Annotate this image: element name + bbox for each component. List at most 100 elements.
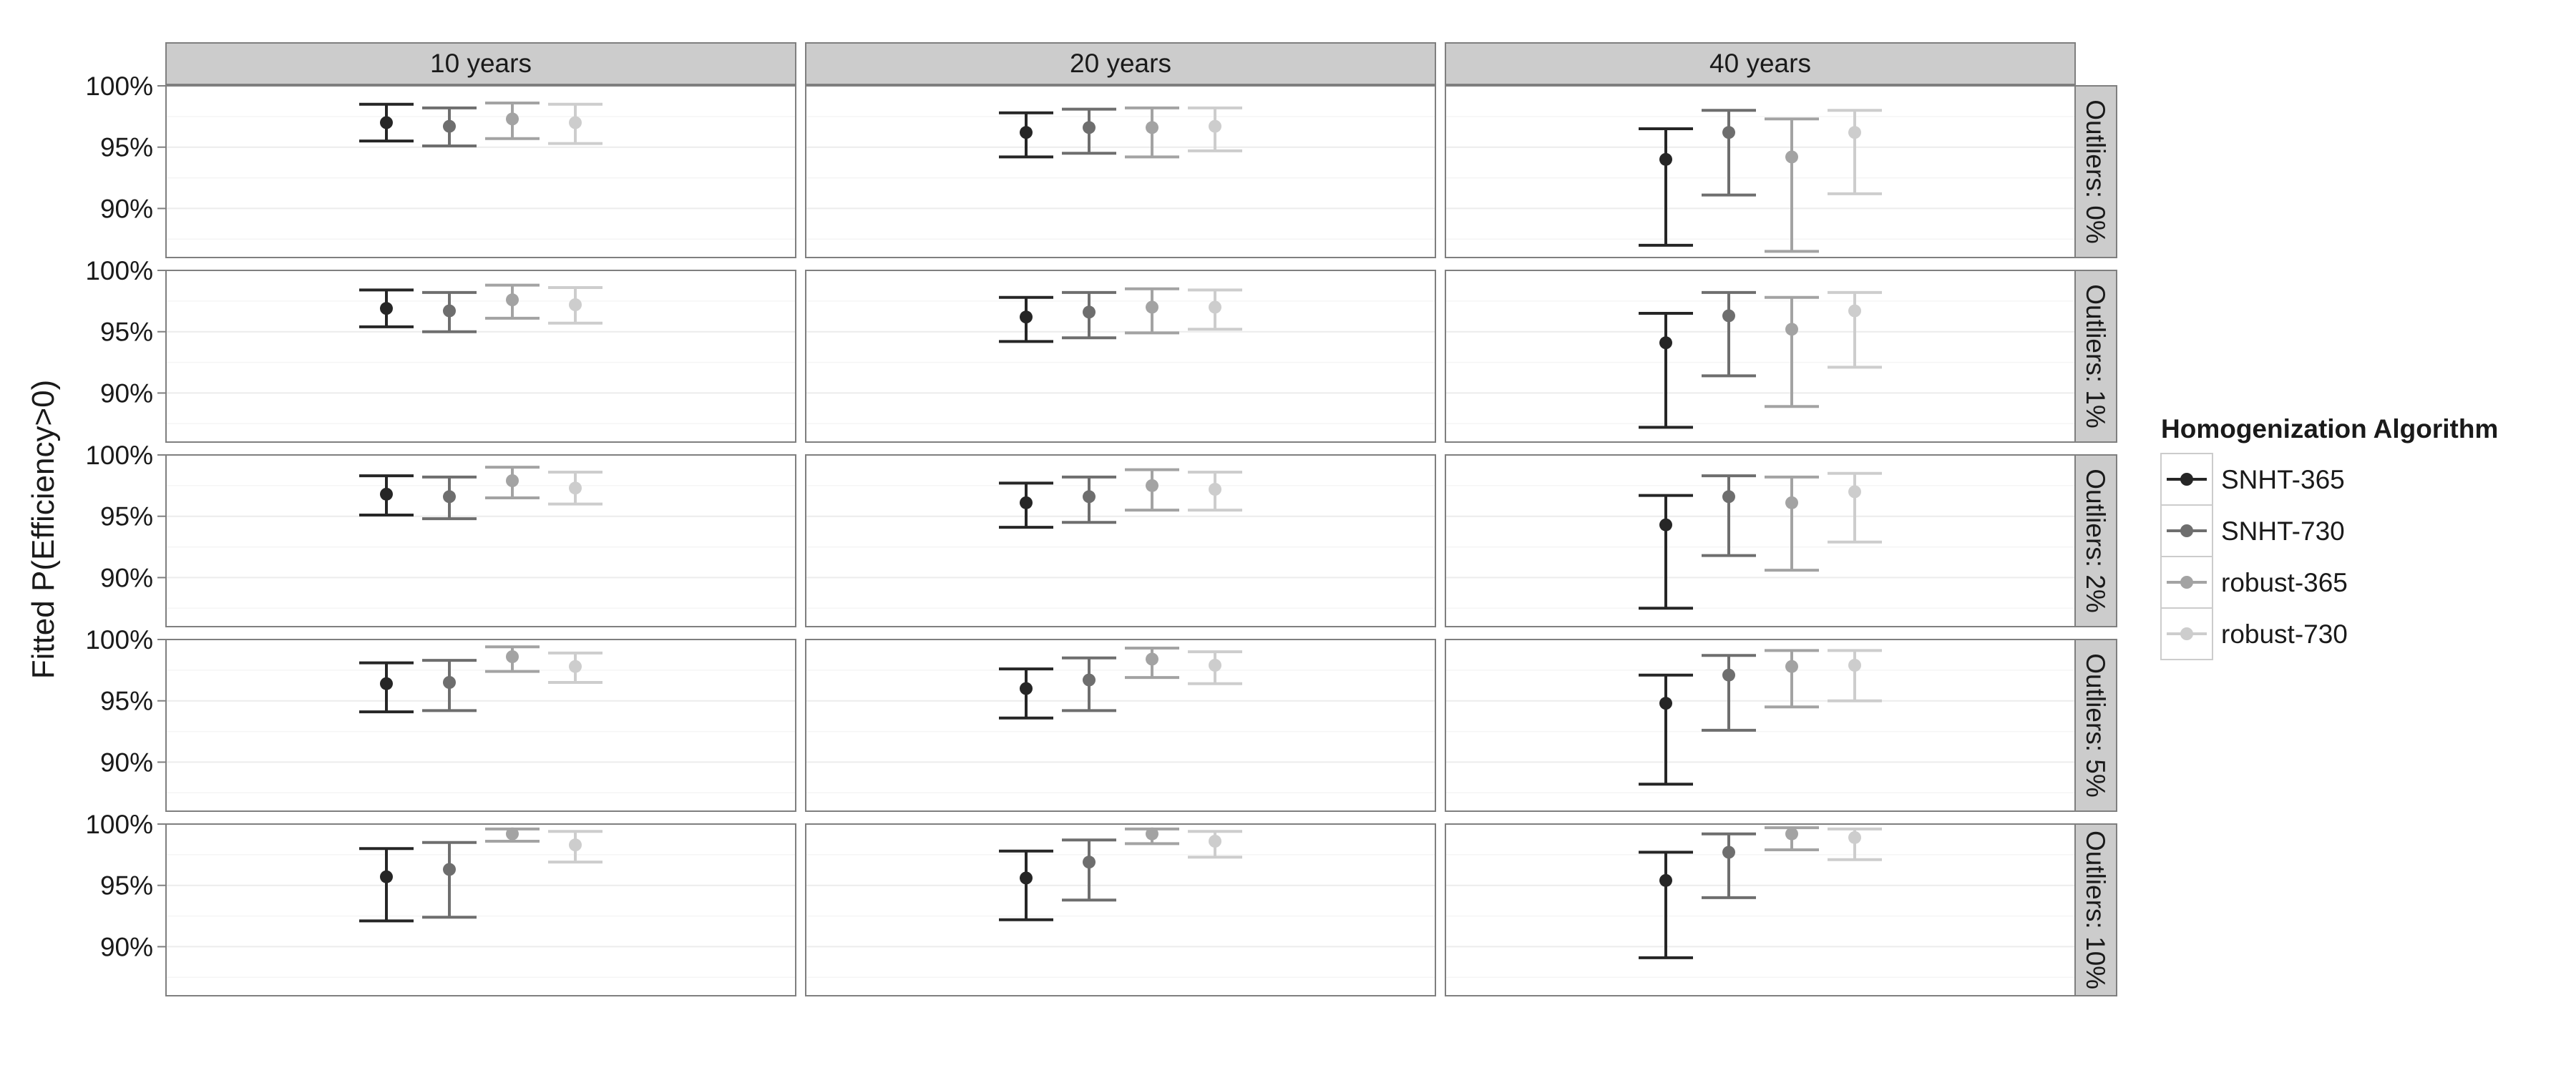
panel-background	[166, 640, 796, 811]
y-tick-label: 95%	[100, 871, 153, 901]
row-strip-label: Outliers: 1%	[2081, 284, 2110, 428]
point-estimate	[1785, 496, 1798, 509]
point-estimate	[443, 863, 456, 876]
point-estimate	[506, 112, 519, 126]
point-estimate	[506, 650, 519, 663]
y-tick-label: 95%	[100, 318, 153, 347]
point-estimate	[569, 481, 582, 495]
point-estimate	[1209, 119, 1221, 133]
panel-border	[1445, 270, 2076, 443]
point-estimate	[1785, 660, 1798, 673]
point-estimate	[1659, 697, 1672, 710]
point-estimate	[1020, 682, 1033, 695]
point-estimate	[1146, 121, 1158, 134]
panel-border	[165, 270, 796, 443]
point-estimate	[443, 490, 456, 504]
panel-border	[1445, 639, 2076, 812]
y-tick-label: 100%	[85, 810, 153, 839]
point-estimate	[1848, 659, 1861, 672]
point-estimate	[1020, 871, 1033, 885]
point-estimate	[506, 293, 519, 307]
point-estimate	[1722, 668, 1735, 682]
point-estimate	[443, 304, 456, 318]
point-estimate	[1659, 518, 1672, 531]
point-estimate	[1020, 310, 1033, 324]
panel-border	[1445, 85, 2076, 258]
point-estimate	[1785, 323, 1798, 336]
panel-border	[805, 823, 1436, 996]
legend-title: Homogenization Algorithm	[2161, 414, 2498, 444]
y-tick-label: 90%	[100, 194, 153, 223]
panel-background	[166, 270, 796, 442]
panel-background	[1445, 270, 2075, 442]
panel-border	[805, 639, 1436, 812]
point-estimate	[1146, 300, 1158, 314]
panel-border	[805, 85, 1436, 258]
point-estimate	[1209, 659, 1221, 672]
point-estimate	[1722, 490, 1735, 504]
point-estimate	[1020, 496, 1033, 509]
point-estimate	[1083, 121, 1096, 134]
panel-background	[166, 824, 796, 996]
y-tick-label: 90%	[100, 563, 153, 592]
panel-border	[165, 823, 796, 996]
column-strip-label: 40 years	[1709, 49, 1811, 78]
point-estimate	[1209, 300, 1221, 314]
legend-key-point	[2180, 576, 2193, 589]
panel-background	[1445, 86, 2075, 258]
row-strip-label: Outliers: 2%	[2081, 469, 2110, 613]
point-estimate	[443, 676, 456, 689]
panel-background	[166, 455, 796, 627]
panel-border	[1445, 823, 2076, 996]
panel-border	[165, 454, 796, 627]
legend-label: robust-730	[2221, 619, 2348, 649]
y-tick-label: 100%	[85, 256, 153, 285]
point-estimate	[1083, 490, 1096, 504]
point-estimate	[1083, 856, 1096, 869]
point-estimate	[1848, 126, 1861, 139]
point-estimate	[1083, 305, 1096, 319]
panel-background	[1445, 824, 2075, 996]
point-estimate	[380, 116, 393, 129]
row-strip-label: Outliers: 5%	[2081, 653, 2110, 798]
panel-background	[806, 86, 1435, 258]
point-estimate	[1209, 483, 1221, 496]
point-estimate	[1722, 309, 1735, 323]
legend-label: robust-365	[2221, 568, 2348, 597]
point-estimate	[569, 298, 582, 311]
y-tick-label: 95%	[100, 502, 153, 531]
panel-border	[805, 454, 1436, 627]
y-tick-label: 100%	[85, 441, 153, 470]
point-estimate	[1785, 150, 1798, 164]
point-estimate	[1209, 835, 1221, 848]
point-estimate	[569, 838, 582, 852]
point-estimate	[1848, 831, 1861, 844]
point-estimate	[380, 870, 393, 883]
row-strip-label: Outliers: 10%	[2081, 831, 2110, 989]
panel-background	[806, 640, 1435, 811]
point-estimate	[569, 660, 582, 673]
point-estimate	[380, 487, 393, 501]
column-strip-label: 20 years	[1070, 49, 1171, 78]
panel-background	[806, 455, 1435, 627]
row-strip-label: Outliers: 0%	[2081, 99, 2110, 244]
panel-background	[806, 270, 1435, 442]
row-strip	[2074, 270, 2117, 443]
point-estimate	[1146, 827, 1158, 841]
y-tick-label: 95%	[100, 133, 153, 162]
legend-label: SNHT-730	[2221, 516, 2345, 546]
y-tick-label: 100%	[85, 72, 153, 101]
panel-border	[165, 85, 796, 258]
point-estimate	[1722, 126, 1735, 139]
column-strip	[165, 42, 796, 85]
point-estimate	[506, 474, 519, 487]
point-estimate	[380, 677, 393, 690]
point-estimate	[1083, 673, 1096, 687]
point-estimate	[1020, 126, 1033, 139]
y-tick-label: 90%	[100, 932, 153, 961]
point-estimate	[1785, 827, 1798, 841]
point-estimate	[1146, 652, 1158, 666]
legend-key-point	[2180, 627, 2193, 640]
panel-background	[806, 824, 1435, 996]
point-estimate	[1659, 336, 1672, 350]
